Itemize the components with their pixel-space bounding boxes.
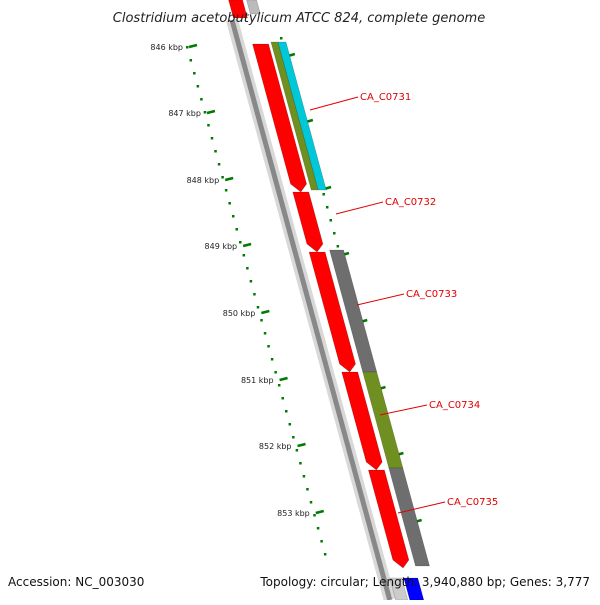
gene-leader-line [397,501,446,514]
outer-tick-dot [333,232,336,235]
major-tick [297,442,306,448]
tick-dot [299,462,302,465]
tick-dot [189,59,193,62]
kbp-tick-label: 847 kbp [168,109,201,118]
tick-dot [260,319,263,322]
gray-block-ca-c0735 [388,467,430,567]
tick-dot [242,254,246,257]
feature-tracks [226,0,430,602]
cyan-block-ca-c0731 [277,41,327,191]
gene-label-text: CA_C0734 [429,400,480,411]
gene-label-text: CA_C0731 [360,92,411,103]
gray-block-top [246,0,261,15]
tick-dot [228,202,231,205]
tick-dot [316,527,320,530]
accession-text: Accession: NC_003030 [8,575,144,589]
tick-dot [235,228,239,231]
tick-dot [256,306,260,309]
outer-tick-dot [322,193,325,196]
outer-tick-dot [280,37,283,40]
tick-dot [309,501,313,504]
tick-dot [320,540,323,543]
tick-dot [200,98,203,101]
kbp-tick-label: 846 kbp [150,43,183,52]
gene-label-text: CA_C0732 [385,197,436,208]
tick-dot [306,488,309,491]
cds-block-ca-c0731 [252,43,307,193]
kbp-tick-label: 852 kbp [259,442,292,451]
gene-leader-line [309,96,359,111]
topology-text: Topology: circular; Length: 3,940,880 bp… [259,575,590,589]
cds-block-ca-c0734 [341,371,383,471]
outer-tick-dot [329,219,333,222]
major-tick [261,309,270,315]
tick-dot [302,475,306,478]
gene-leader-line [335,201,384,215]
tick-dot [277,384,281,387]
tick-dot [323,553,327,556]
tick-dot [292,436,295,439]
tick-dot [253,293,256,296]
tick-dot [217,163,221,166]
tick-dot [246,267,249,270]
tick-dot [285,410,288,413]
gene-leader-line [379,404,428,416]
tick-dot [288,423,292,426]
outer-tick-dot [336,245,340,248]
tick-dot [207,124,210,127]
gene-label-text: CA_C0733 [406,289,457,300]
tick-dot [249,280,253,283]
tick-dot [214,150,217,153]
kbp-tick-label: 850 kbp [223,309,256,318]
backbone-line [229,19,393,601]
tick-dot [295,449,299,452]
outer-tick-dot [325,206,329,209]
gene-labels: CA_C0731 CA_C0732 CA_C0733 CA_C0734 CA_C0735 [309,92,498,514]
tick-dot [270,358,274,361]
tick-dot [193,72,196,75]
gene-leader-line [356,293,405,306]
major-tick [242,242,252,248]
tick-dot [267,345,270,348]
tick-dot [186,46,189,49]
major-tick [224,176,234,182]
major-tick [315,509,325,515]
tick-dot [239,241,242,244]
major-tick [188,43,198,49]
genome-title: Clostridium acetobutylicum ATCC 824, com… [113,11,485,26]
major-tick [279,376,288,382]
gene-label-text: CA_C0735 [447,497,498,508]
tick-dot [231,215,235,218]
cds-block-top [228,0,248,19]
tick-dot [221,176,224,179]
kbp-tick-label: 849 kbp [205,242,238,251]
tick-dot [274,371,277,374]
major-tick [206,109,216,115]
tick-dot [281,397,284,400]
cds-block-ca-c0732 [292,191,324,253]
tick-dot [196,85,200,88]
kbp-tick-label: 848 kbp [187,176,220,185]
tick-dot [210,137,214,140]
tick-dot [263,332,267,335]
tick-dot [313,514,316,517]
kbp-tick-label: 853 kbp [277,509,310,518]
cds-block-ca-c0733 [308,251,356,373]
kbp-tick-label: 851 kbp [241,376,274,385]
tick-dot [203,111,207,114]
cds-block-ca-c0735 [368,469,410,569]
tick-dot [224,189,228,192]
